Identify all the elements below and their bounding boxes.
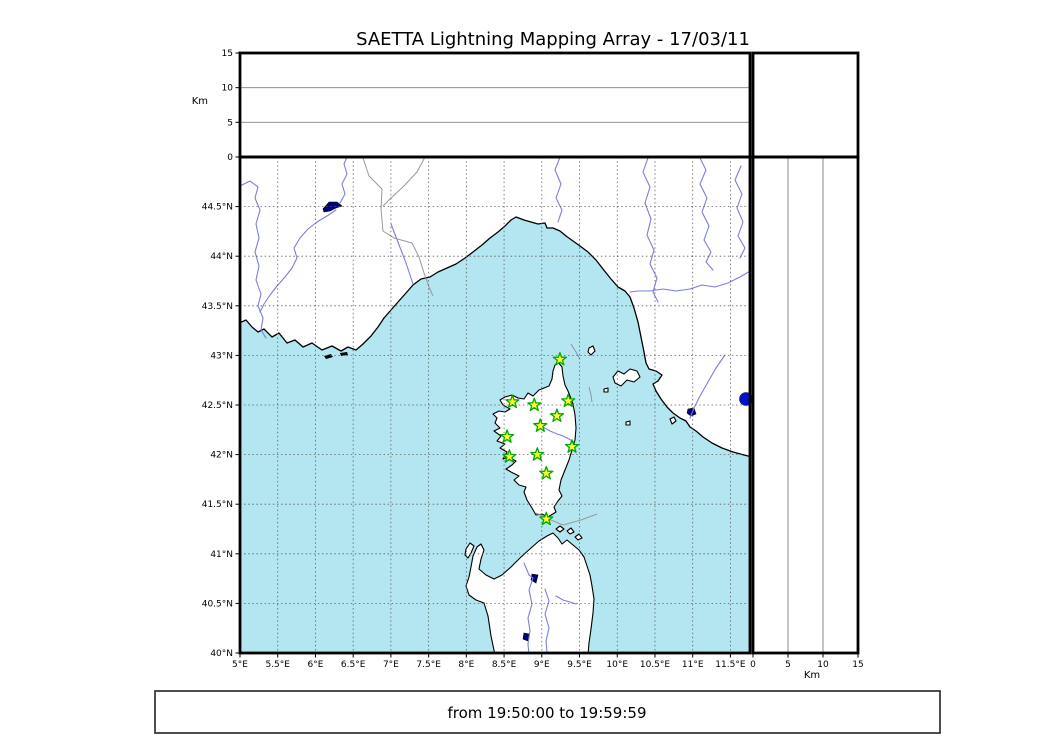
lon-tick-label: 6°E (307, 660, 323, 670)
cap-corse-seamark-2 (588, 386, 593, 403)
sardinia-lake-north (530, 573, 539, 584)
river-durance (259, 209, 337, 313)
corner-box-border (751, 51, 860, 159)
river-var (390, 223, 414, 285)
top-alt-tick-label: 10 (222, 84, 234, 94)
station-star-icon (539, 465, 554, 480)
cap-corse-seamark-1 (570, 343, 581, 360)
station-star-icon (561, 393, 576, 408)
lon-tick-label: 7.5°E (416, 660, 441, 670)
rivers (240, 157, 750, 653)
border-france-italy (362, 157, 434, 297)
asinara-island (464, 542, 475, 559)
lat-tick-label: 41°N (210, 550, 233, 560)
lat-tick-label: 41.5°N (202, 500, 233, 510)
montecristo-island (625, 420, 631, 426)
lon-tick-label: 7°E (383, 660, 399, 670)
right-panel-km-axis-label: Km (804, 670, 820, 681)
border-france-italy-spur (382, 157, 426, 207)
maddalena-islands (555, 525, 583, 541)
station-star-icon (527, 397, 542, 412)
time-range-text: from 19:50:00 to 19:59:59 (447, 704, 646, 722)
axis-tick-labels: 5°E 5.5°E 6°E 6.5°E 7°E 7.5°E 8°E 8.5°E 9°E 9.5°E… (202, 49, 864, 670)
lat-tick-label: 40°N (210, 649, 233, 659)
right-alt-tick-label: 0 (750, 660, 756, 670)
lon-tick-label: 10°E (606, 660, 628, 670)
right-panel-background (753, 157, 858, 653)
river-po-tributary-3 (699, 157, 714, 271)
lon-tick-label: 8°E (458, 660, 474, 670)
station-star-icon (533, 418, 548, 432)
lon-tick-label: 11°E (682, 660, 704, 670)
station-star-icon (505, 394, 520, 409)
station-star-icon (499, 429, 515, 443)
time-range-box (154, 690, 941, 734)
lon-tick-label: 10.5°E (640, 660, 671, 670)
river-arno (629, 270, 750, 293)
river-po-tributary-2 (642, 157, 659, 303)
station-markers (499, 351, 580, 526)
right-alt-tick-label: 15 (852, 660, 863, 670)
top-panel-gridlines (240, 87, 750, 123)
axis-tickmarks (235, 52, 859, 658)
lat-tick-label: 43°N (210, 351, 233, 361)
lat-tick-label: 42°N (210, 451, 233, 461)
lat-tick-label: 40.5°N (202, 599, 233, 609)
lat-tick-label: 44°N (210, 252, 233, 262)
lat-tick-label: 44.5°N (202, 203, 233, 213)
river-po-tributary-4 (734, 165, 746, 259)
station-star-icon (530, 447, 545, 461)
top-alt-tick-label: 15 (222, 49, 233, 59)
top-panel-km-axis-label: Km (192, 96, 208, 107)
river-sardinia-1 (523, 562, 534, 653)
lon-tick-label: 5.5°E (265, 660, 290, 670)
lat-tick-label: 42.5°N (202, 401, 233, 411)
lon-tick-label: 9°E (534, 660, 550, 670)
river-ombrone (689, 354, 726, 419)
lon-tick-label: 8.5°E (492, 660, 517, 670)
figure-title: SAETTA Lightning Mapping Array - 17/03/1… (356, 29, 750, 50)
station-star-icon (564, 439, 580, 453)
elba-island (612, 368, 641, 387)
hyeres-islets (324, 352, 348, 359)
top-panel-background (240, 53, 750, 157)
graticule-grid (240, 157, 750, 653)
station-star-icon (549, 408, 565, 423)
river-rhone (240, 180, 267, 339)
right-alt-tick-label: 10 (817, 660, 829, 670)
right-panel-gridlines (787, 157, 824, 653)
top-altitude-panel (240, 53, 750, 157)
right-alt-tick-label: 5 (785, 660, 791, 670)
river-sardinia-2 (544, 588, 550, 653)
top-alt-tick-label: 5 (227, 118, 233, 128)
station-star-icon (552, 351, 568, 366)
lon-tick-label: 6.5°E (341, 660, 366, 670)
lon-tick-label: 5°E (232, 660, 248, 670)
right-altitude-panel (753, 157, 858, 653)
pianosa-island (603, 387, 609, 393)
right-panel-border (751, 155, 860, 655)
capraia-island (587, 345, 596, 356)
river-durance-upper (339, 157, 348, 204)
map-panel (240, 157, 750, 653)
station-star-icon (539, 511, 554, 526)
station-star-icon (502, 449, 517, 463)
top-alt-tick-label: 0 (227, 153, 233, 163)
giglio-island (669, 416, 677, 425)
lon-tick-label: 11.5°E (715, 660, 746, 670)
lat-tick-label: 43.5°N (202, 302, 233, 312)
mainland-land (240, 157, 750, 457)
mainland-coastline (240, 216, 750, 458)
lon-tick-label: 9.5°E (567, 660, 592, 670)
river-po-tributary-1 (554, 157, 563, 223)
